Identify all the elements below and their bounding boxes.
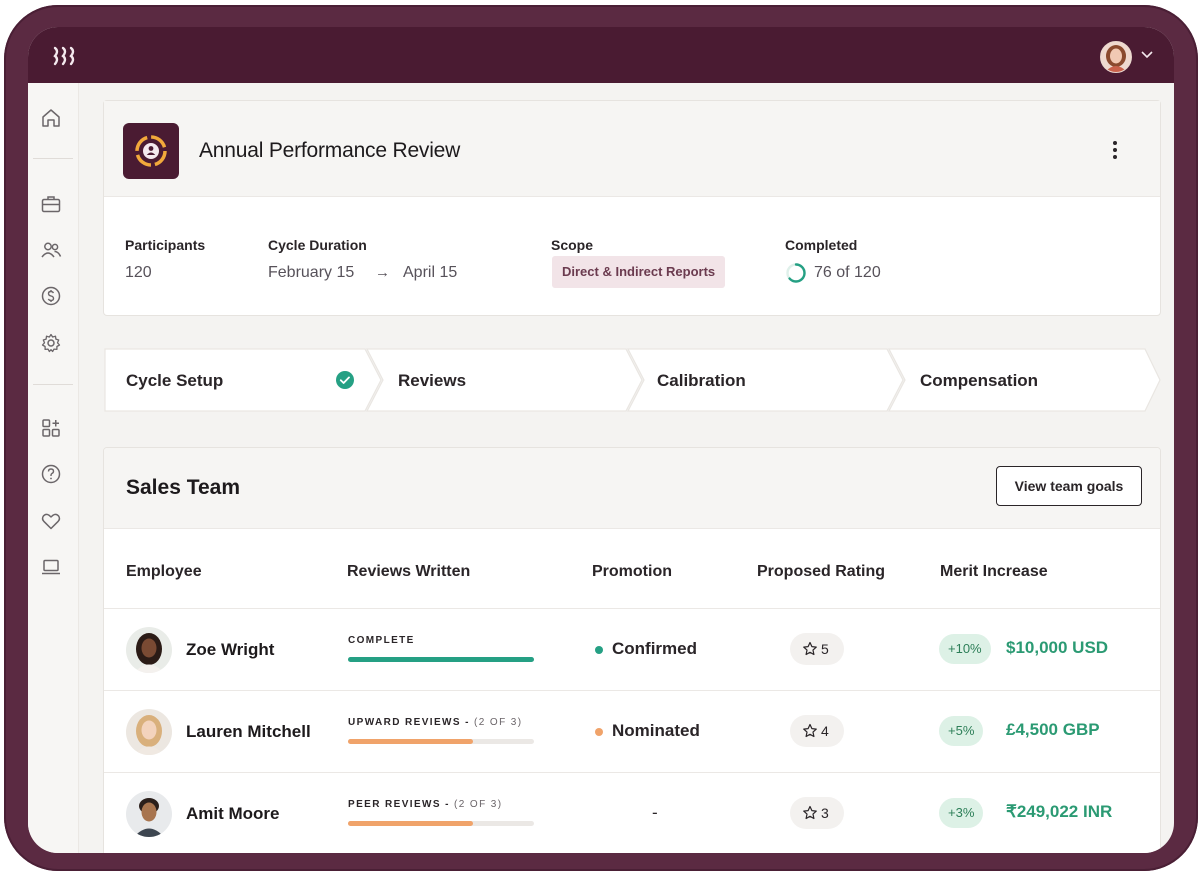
rating-badge[interactable]: 5 bbox=[790, 633, 844, 665]
merit-percent-badge: +10% bbox=[939, 634, 991, 664]
app-screen: Annual Performance Review Participants 1… bbox=[28, 27, 1174, 853]
heart-icon[interactable] bbox=[40, 510, 62, 532]
promotion-status: Nominated bbox=[612, 721, 700, 740]
completed-label: Completed bbox=[785, 237, 858, 253]
top-bar bbox=[28, 27, 1174, 83]
employee-avatar bbox=[126, 791, 172, 837]
check-circle-icon bbox=[336, 371, 354, 389]
rating-badge[interactable]: 4 bbox=[790, 715, 844, 747]
app-logo-icon[interactable] bbox=[52, 45, 78, 67]
completed-value: 76 of 120 bbox=[814, 264, 881, 281]
laptop-icon[interactable] bbox=[40, 556, 62, 578]
employee-name[interactable]: Amit Moore bbox=[186, 804, 280, 823]
review-progress-bar bbox=[348, 739, 534, 744]
employee-name[interactable]: Lauren Mitchell bbox=[186, 722, 311, 741]
merit-amount: ₹249,022 INR bbox=[1006, 802, 1113, 821]
chevron-down-icon[interactable] bbox=[1141, 51, 1153, 59]
table-row[interactable]: Lauren Mitchell UPWARD REVIEWS - (2 OF 3… bbox=[104, 690, 1160, 773]
scope-label: Scope bbox=[551, 237, 594, 253]
star-icon bbox=[803, 805, 817, 820]
table-row[interactable]: Amit Moore PEER REVIEWS - (2 OF 3) - 3 +… bbox=[104, 772, 1160, 853]
sidebar-divider bbox=[33, 158, 73, 159]
review-status: PEER REVIEWS - (2 OF 3) bbox=[348, 799, 503, 810]
user-avatar[interactable] bbox=[1100, 41, 1132, 73]
employee-avatar bbox=[126, 627, 172, 673]
review-progress-bar bbox=[348, 821, 534, 826]
merit-amount: £4,500 GBP bbox=[1006, 720, 1100, 739]
team-header: Sales Team View team goals bbox=[104, 448, 1160, 529]
step-calibration-shape bbox=[627, 348, 904, 412]
star-icon bbox=[803, 723, 817, 738]
column-header-promotion: Promotion bbox=[592, 563, 672, 580]
step-compensation[interactable]: Compensation bbox=[920, 371, 1039, 390]
review-progress-fill bbox=[348, 657, 534, 662]
promotion-status-dot bbox=[595, 646, 603, 654]
team-table-card: Sales Team View team goals Employee Revi… bbox=[103, 447, 1161, 853]
column-header-employee: Employee bbox=[126, 563, 202, 580]
rating-badge[interactable]: 3 bbox=[790, 797, 844, 829]
review-cycle-card: Annual Performance Review Participants 1… bbox=[103, 100, 1161, 316]
settings-icon[interactable] bbox=[40, 332, 62, 354]
step-reviews[interactable]: Reviews bbox=[398, 371, 467, 390]
step-reviews-shape bbox=[366, 348, 643, 412]
review-stepper: Cycle Setup Reviews Calibration Compensa… bbox=[103, 347, 1163, 413]
promotion-status-dot bbox=[595, 728, 603, 736]
review-status: UPWARD REVIEWS - (2 OF 3) bbox=[348, 717, 523, 728]
table-row[interactable]: Zoe Wright COMPLETE Confirmed 5 +10% $10… bbox=[104, 608, 1160, 691]
rating-value: 4 bbox=[821, 723, 829, 739]
more-options-icon[interactable] bbox=[1108, 139, 1122, 161]
step-cycle-setup[interactable]: Cycle Setup bbox=[126, 371, 224, 390]
view-team-goals-button[interactable]: View team goals bbox=[996, 466, 1142, 506]
progress-ring-icon bbox=[786, 263, 806, 283]
stepper-background bbox=[104, 348, 1161, 412]
star-icon bbox=[803, 641, 817, 656]
sidebar-divider bbox=[33, 384, 73, 385]
review-progress-fill bbox=[348, 739, 473, 744]
promotion-status: Confirmed bbox=[612, 639, 697, 658]
participants-value: 120 bbox=[125, 264, 152, 281]
column-header-reviews-written: Reviews Written bbox=[347, 563, 471, 580]
home-icon[interactable] bbox=[40, 107, 62, 129]
promotion-status: - bbox=[652, 803, 658, 822]
briefcase-icon[interactable] bbox=[40, 193, 62, 215]
sidebar bbox=[28, 83, 79, 853]
step-compensation-shape bbox=[888, 348, 1161, 412]
review-status: COMPLETE bbox=[348, 635, 415, 646]
review-cycle-icon bbox=[123, 123, 179, 179]
review-progress-bar bbox=[348, 657, 534, 662]
step-cycle-setup-shape bbox=[104, 348, 382, 412]
apps-add-icon[interactable] bbox=[40, 417, 62, 439]
column-header-merit-increase: Merit Increase bbox=[940, 563, 1048, 580]
column-header-proposed-rating: Proposed Rating bbox=[757, 563, 886, 580]
arrow-right-icon: → bbox=[375, 264, 390, 281]
people-icon[interactable] bbox=[40, 239, 62, 261]
team-title: Sales Team bbox=[126, 476, 241, 499]
rating-value: 3 bbox=[821, 805, 829, 821]
scope-badge: Direct & Indirect Reports bbox=[552, 256, 726, 288]
merit-percent-badge: +5% bbox=[939, 716, 984, 746]
help-icon[interactable] bbox=[40, 463, 62, 485]
page-title: Annual Performance Review bbox=[199, 139, 461, 162]
cycle-end-date: April 15 bbox=[403, 264, 458, 281]
employee-avatar bbox=[126, 709, 172, 755]
device-frame: Annual Performance Review Participants 1… bbox=[4, 5, 1198, 871]
review-cycle-header: Annual Performance Review bbox=[104, 101, 1160, 197]
participants-label: Participants bbox=[125, 237, 206, 253]
cycle-start-date: February 15 bbox=[268, 264, 355, 281]
review-progress-fill bbox=[348, 821, 473, 826]
dollar-icon[interactable] bbox=[40, 285, 62, 307]
merit-percent-badge: +3% bbox=[939, 798, 984, 828]
step-calibration[interactable]: Calibration bbox=[657, 371, 746, 390]
employee-name[interactable]: Zoe Wright bbox=[186, 640, 275, 659]
cycle-duration-label: Cycle Duration bbox=[268, 237, 367, 253]
rating-value: 5 bbox=[821, 641, 829, 657]
merit-amount: $10,000 USD bbox=[1006, 638, 1109, 657]
